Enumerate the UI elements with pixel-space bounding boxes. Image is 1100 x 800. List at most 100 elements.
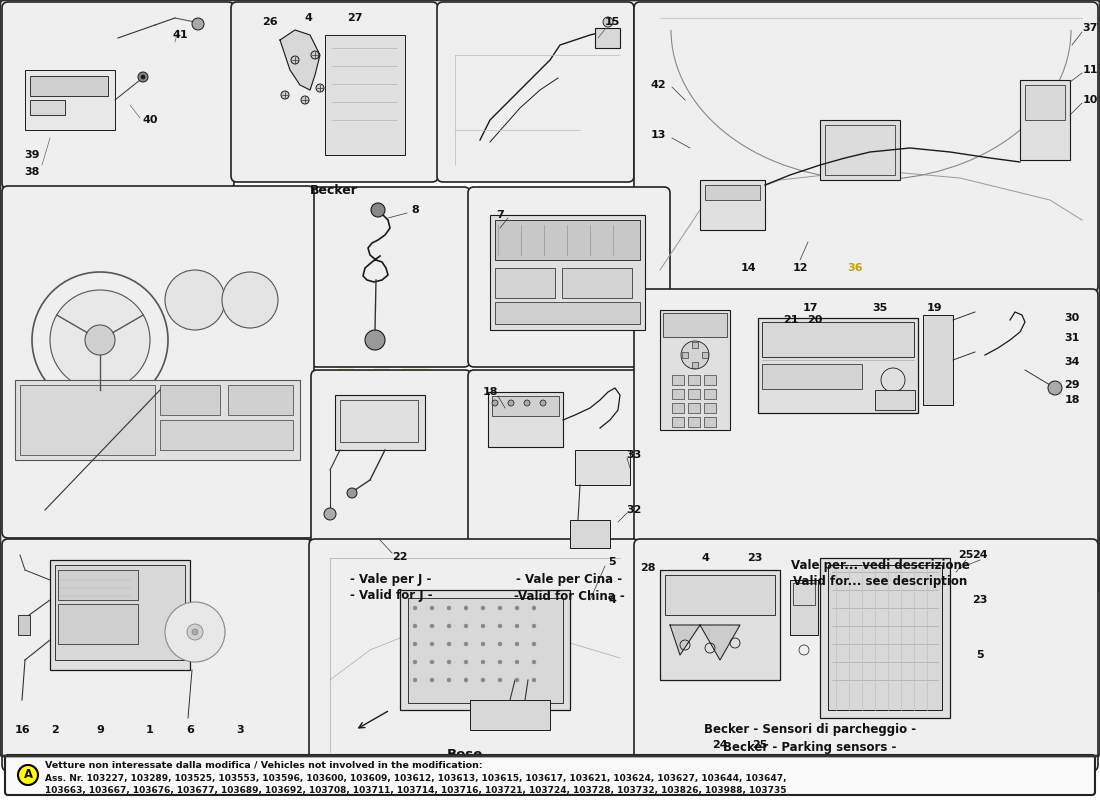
Bar xyxy=(470,700,550,730)
Text: 21: 21 xyxy=(783,315,799,325)
Bar xyxy=(340,400,418,442)
FancyBboxPatch shape xyxy=(311,187,470,367)
Text: 25: 25 xyxy=(752,740,768,750)
Bar xyxy=(160,385,220,415)
FancyBboxPatch shape xyxy=(231,2,438,182)
Bar xyxy=(828,565,942,710)
Bar xyxy=(58,570,138,600)
Circle shape xyxy=(430,606,434,610)
Bar xyxy=(666,575,776,615)
Circle shape xyxy=(192,629,198,635)
Bar xyxy=(400,590,570,710)
Circle shape xyxy=(141,75,145,79)
Text: 3: 3 xyxy=(236,725,244,735)
Text: - Valid for J -: - Valid for J - xyxy=(350,590,432,602)
Bar xyxy=(55,565,185,660)
Circle shape xyxy=(532,624,536,628)
Circle shape xyxy=(430,678,434,682)
Circle shape xyxy=(492,400,498,406)
Circle shape xyxy=(316,84,324,92)
Circle shape xyxy=(192,18,204,30)
Circle shape xyxy=(447,606,451,610)
Bar xyxy=(18,615,30,635)
Bar xyxy=(562,268,632,298)
Bar xyxy=(58,604,138,644)
Circle shape xyxy=(532,678,536,682)
Text: 36: 36 xyxy=(847,263,862,273)
Bar xyxy=(492,396,559,416)
Circle shape xyxy=(324,508,336,520)
Text: 24: 24 xyxy=(712,740,728,750)
Bar xyxy=(688,389,700,399)
Circle shape xyxy=(222,272,278,328)
Text: 33: 33 xyxy=(626,450,641,460)
Text: 23: 23 xyxy=(747,553,762,563)
Text: 6: 6 xyxy=(186,725,194,735)
Text: 4: 4 xyxy=(608,595,616,605)
Bar xyxy=(762,322,914,357)
Bar xyxy=(923,315,953,405)
Text: 29: 29 xyxy=(1064,380,1080,390)
Circle shape xyxy=(540,400,546,406)
Bar xyxy=(672,417,684,427)
Text: passionfar
ioinfo: passionfar ioinfo xyxy=(288,323,812,657)
Bar xyxy=(688,403,700,413)
Bar xyxy=(758,318,918,413)
Bar xyxy=(874,390,915,410)
Bar xyxy=(20,385,155,455)
Bar xyxy=(704,417,716,427)
Text: 18: 18 xyxy=(1065,395,1080,405)
Circle shape xyxy=(524,400,530,406)
Text: 42: 42 xyxy=(650,80,666,90)
Text: 12: 12 xyxy=(792,263,807,273)
Circle shape xyxy=(447,624,451,628)
Bar xyxy=(688,417,700,427)
Circle shape xyxy=(301,96,309,104)
Text: 34: 34 xyxy=(1065,357,1080,367)
Bar xyxy=(490,215,645,330)
Bar xyxy=(688,375,700,385)
Text: 4: 4 xyxy=(701,553,708,563)
Text: Valid for... see description: Valid for... see description xyxy=(793,575,967,589)
Text: 9: 9 xyxy=(96,725,103,735)
FancyBboxPatch shape xyxy=(6,755,1094,795)
Text: 18: 18 xyxy=(482,387,497,397)
Text: 30: 30 xyxy=(1065,313,1079,323)
Circle shape xyxy=(515,606,519,610)
Polygon shape xyxy=(700,625,740,660)
Circle shape xyxy=(481,660,485,664)
Text: 5: 5 xyxy=(608,557,616,567)
Circle shape xyxy=(498,678,502,682)
Circle shape xyxy=(515,624,519,628)
Bar xyxy=(692,362,698,368)
Text: 1: 1 xyxy=(146,725,154,735)
Bar xyxy=(595,28,620,48)
Circle shape xyxy=(464,660,468,664)
Text: Becker: Becker xyxy=(310,183,358,197)
Text: 15: 15 xyxy=(604,17,619,27)
Circle shape xyxy=(365,330,385,350)
Text: 17: 17 xyxy=(802,303,817,313)
Bar xyxy=(702,352,708,358)
Bar xyxy=(825,125,895,175)
Text: A: A xyxy=(23,769,33,782)
Text: 20: 20 xyxy=(807,315,823,325)
Circle shape xyxy=(1048,381,1062,395)
Bar xyxy=(575,450,630,485)
Text: 11: 11 xyxy=(1082,65,1098,75)
Text: 4: 4 xyxy=(304,13,312,23)
Circle shape xyxy=(498,642,502,646)
Text: 35: 35 xyxy=(872,303,888,313)
FancyBboxPatch shape xyxy=(468,370,670,607)
Text: - Vale per J -: - Vale per J - xyxy=(350,574,431,586)
Text: 37: 37 xyxy=(1082,23,1098,33)
Bar xyxy=(820,558,950,718)
Bar xyxy=(30,100,65,115)
Bar xyxy=(663,313,727,337)
Bar xyxy=(704,375,716,385)
FancyBboxPatch shape xyxy=(437,2,634,182)
FancyBboxPatch shape xyxy=(634,539,1098,771)
Bar xyxy=(820,120,900,180)
Bar xyxy=(15,380,300,460)
Circle shape xyxy=(346,488,358,498)
